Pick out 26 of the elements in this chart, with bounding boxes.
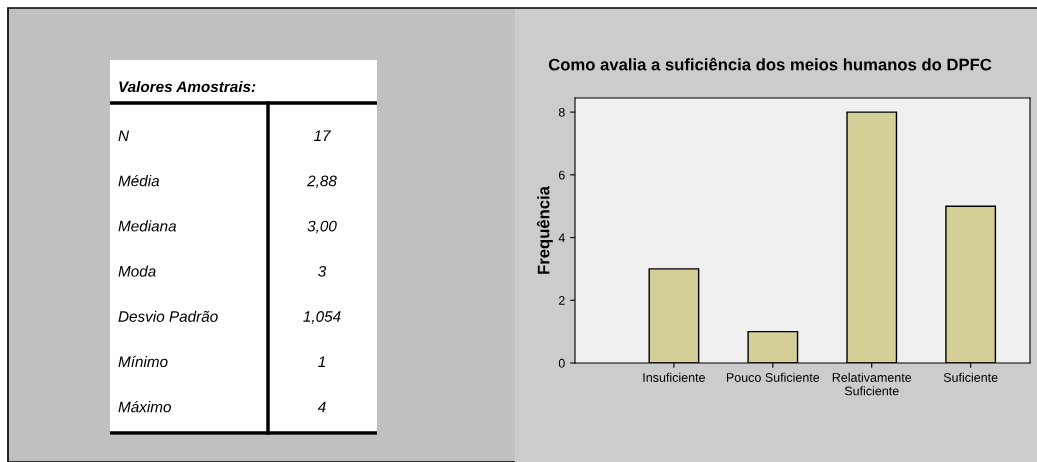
y-tick-label: 6 <box>558 170 565 180</box>
text: 3,00 <box>307 220 337 234</box>
text: 1,054 <box>303 311 341 324</box>
y-tick-label: 2 <box>558 296 565 305</box>
chart-title: Como avalia a suficiência dos meios humanos do DPFC <box>548 57 992 71</box>
text: Moda <box>118 265 156 277</box>
text: Mínimo <box>118 355 168 368</box>
x-tick-label: Pouco Suficiente <box>726 372 820 382</box>
text: Mediana <box>118 220 177 232</box>
y-tick-label: 8 <box>558 107 565 117</box>
x-tick-label: Suficiente <box>943 372 998 382</box>
text: Média <box>118 174 160 187</box>
x-tick-label: Insuficiente <box>643 372 705 382</box>
text: Desvio Padrão <box>118 310 218 322</box>
y-tick-label: 0 <box>558 358 565 368</box>
y-tick-label: 4 <box>558 233 565 243</box>
text: Valores Amostrais: <box>119 80 256 93</box>
y-axis-title: Frequência <box>536 185 553 274</box>
text: 4 <box>317 401 326 413</box>
x-tick-label: Relativamente Suficiente <box>832 372 912 396</box>
text: Máximo <box>118 400 171 413</box>
text: 3 <box>318 265 327 277</box>
text: N <box>118 130 130 141</box>
text: 2,88 <box>307 175 337 189</box>
text: 1 <box>318 356 325 367</box>
text: 17 <box>313 130 331 141</box>
